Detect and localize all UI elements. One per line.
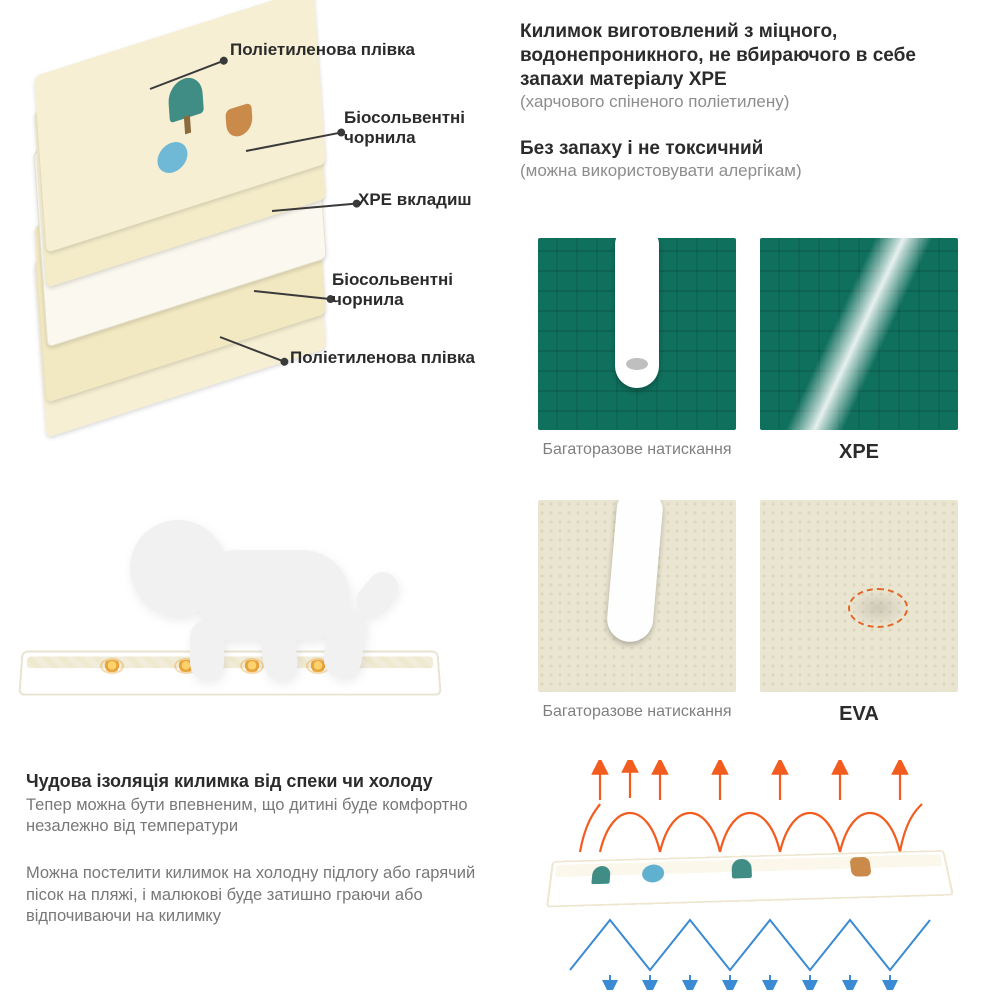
thermal-isolation-diagram xyxy=(540,760,970,990)
layer-label-4: Біосольвентні чорнила xyxy=(332,270,453,309)
residual-dent-icon xyxy=(848,588,908,628)
tile-xpe-result xyxy=(760,238,958,430)
tile-caption-bold: XPE xyxy=(760,441,958,464)
cold-zigzag xyxy=(570,920,930,970)
layer-label-5: Поліетиленова плівка xyxy=(290,348,475,368)
baby-silhouette-icon xyxy=(130,490,390,680)
isolation-heading: Чудова ізоляція килимка від спеки чи хол… xyxy=(26,770,496,793)
finger-icon xyxy=(605,500,664,644)
heat-arrows xyxy=(600,764,900,800)
tile-caption-bold: EVA xyxy=(760,703,958,726)
compare-row-xpe: Багаторазове натискання XPE xyxy=(538,238,958,464)
light-streak xyxy=(760,238,958,430)
cold-arrows xyxy=(610,975,890,988)
material-description: Килимок виготовлений з міцного, водонепр… xyxy=(520,20,970,182)
tile-caption: Багаторазове натискання xyxy=(538,441,736,459)
layer-label-2: Біосольвентні чорнила xyxy=(344,108,465,147)
tile-caption: Багаторазове натискання xyxy=(538,703,736,721)
baby-on-mat-illustration xyxy=(20,480,450,710)
layer-label-1: Поліетиленова плівка xyxy=(230,40,415,60)
pressure-point-icon xyxy=(102,660,122,672)
heat-arcs xyxy=(580,804,922,852)
desc-p1-bold: Килимок виготовлений з міцного, водонепр… xyxy=(520,20,970,91)
tile-xpe-press xyxy=(538,238,736,430)
desc-p2-bold: Без запаху і не токсичний xyxy=(520,137,970,161)
press-dent xyxy=(626,358,648,370)
isolation-line1: Тепер можна бути впевненим, що дитині бу… xyxy=(26,795,496,838)
tile-eva-result xyxy=(760,500,958,692)
mat-layers-diagram: Поліетиленова плівка Біосольвентні чорни… xyxy=(10,30,500,390)
layer-label-3: XPE вкладиш xyxy=(358,190,472,210)
isolation-text-block: Чудова ізоляція килимка від спеки чи хол… xyxy=(26,770,496,928)
isolation-line2: Можна постелити килимок на холодну підло… xyxy=(26,863,496,927)
tile-eva-press xyxy=(538,500,736,692)
desc-p2-light: (можна використовувати алергікам) xyxy=(520,160,970,181)
desc-p1-light: (харчового спіненого поліетилену) xyxy=(520,91,970,112)
compare-row-eva: Багаторазове натискання EVA xyxy=(538,500,958,726)
